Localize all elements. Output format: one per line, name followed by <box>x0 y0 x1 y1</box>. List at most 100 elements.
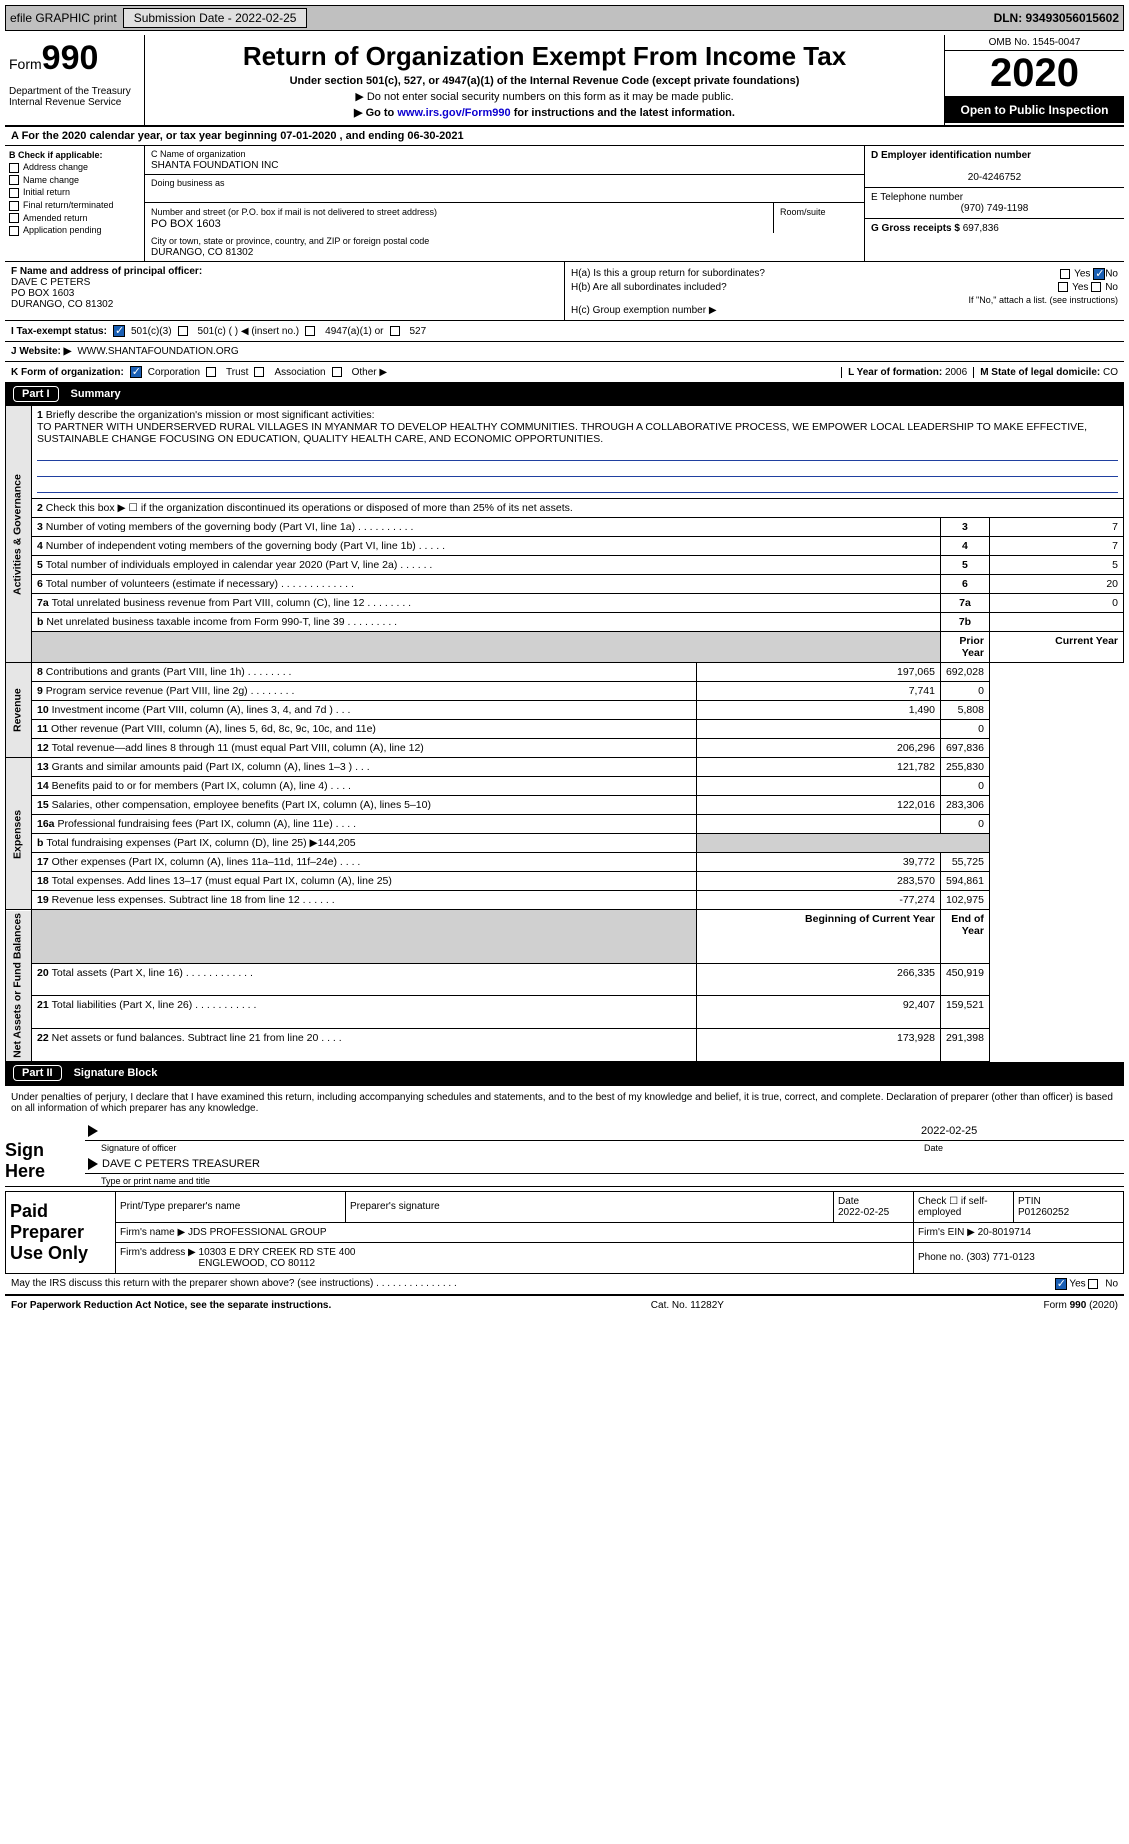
chk-initial[interactable] <box>9 188 19 198</box>
discuss-yes[interactable] <box>1055 1278 1067 1290</box>
line4: Number of independent voting members of … <box>46 540 445 552</box>
sign-here-label: Sign Here <box>5 1120 85 1186</box>
line15: Salaries, other compensation, employee b… <box>52 799 431 811</box>
addr-hdr: Number and street (or P.O. box if mail i… <box>151 207 437 217</box>
gross-receipts: 697,836 <box>963 223 999 234</box>
chk-4947[interactable] <box>305 326 315 336</box>
footer-left: For Paperwork Reduction Act Notice, see … <box>11 1300 331 1311</box>
by-hdr: Beginning of Current Year <box>697 910 941 964</box>
chk-address-change[interactable] <box>9 163 19 173</box>
line8: Contributions and grants (Part VIII, lin… <box>46 666 292 678</box>
chk-501c[interactable] <box>178 326 188 336</box>
line6: Total number of volunteers (estimate if … <box>46 578 354 590</box>
chk-app-pending[interactable] <box>9 226 19 236</box>
line13: Grants and similar amounts paid (Part IX… <box>52 761 370 773</box>
section-f: F Name and address of principal officer:… <box>5 262 565 320</box>
submission-date-btn[interactable]: Submission Date - 2022-02-25 <box>123 8 308 28</box>
city: DURANGO, CO 81302 <box>151 247 253 258</box>
subtitle-2: ▶ Do not enter social security numbers o… <box>149 90 940 103</box>
line12: Total revenue—add lines 8 through 11 (mu… <box>52 742 424 754</box>
line22: Net assets or fund balances. Subtract li… <box>52 1032 342 1044</box>
line6-val: 20 <box>989 575 1123 594</box>
section-h: H(a) Is this a group return for subordin… <box>565 262 1124 320</box>
subtitle-1: Under section 501(c), 527, or 4947(a)(1)… <box>149 75 940 87</box>
side-expenses: Expenses <box>6 758 32 910</box>
line4-val: 7 <box>989 537 1123 556</box>
sig-officer-lbl: Signature of officer <box>85 1143 924 1153</box>
topbar: efile GRAPHIC print Submission Date - 20… <box>5 5 1124 31</box>
efile-label: efile GRAPHIC print <box>10 11 117 25</box>
line19: Revenue less expenses. Subtract line 18 … <box>52 894 335 906</box>
line2: Check this box ▶ ☐ if the organization d… <box>46 502 573 514</box>
section-i: I Tax-exempt status: 501(c)(3) 501(c) ( … <box>5 321 1124 342</box>
firm-addr: 10303 E DRY CREEK RD STE 400 ENGLEWOOD, … <box>199 1247 356 1269</box>
perjury-text: Under penalties of perjury, I declare th… <box>11 1092 1118 1114</box>
hc-label: H(c) Group exemption number ▶ <box>571 305 1118 316</box>
tax-year: 2020 <box>945 51 1124 97</box>
chk-assoc[interactable] <box>254 367 264 377</box>
irs-link[interactable]: www.irs.gov/Form990 <box>397 107 510 119</box>
ha-no[interactable] <box>1093 268 1105 280</box>
part2-header: Part II Signature Block <box>5 1062 1124 1084</box>
form-header: Form990 Department of the Treasury Inter… <box>5 35 1124 127</box>
dept: Department of the Treasury Internal Reve… <box>9 86 140 108</box>
chk-trust[interactable] <box>206 367 216 377</box>
website[interactable]: WWW.SHANTAFOUNDATION.ORG <box>77 346 238 357</box>
g-hdr: G Gross receipts $ <box>871 223 960 234</box>
footer: For Paperwork Reduction Act Notice, see … <box>5 1295 1124 1315</box>
c-name-hdr: C Name of organization <box>151 149 246 159</box>
discuss-no[interactable] <box>1088 1279 1098 1289</box>
chk-527[interactable] <box>390 326 400 336</box>
officer: DAVE C PETERS PO BOX 1603 DURANGO, CO 81… <box>11 277 113 310</box>
sig-date: 2022-02-25 <box>921 1125 1121 1137</box>
chk-amended[interactable] <box>9 213 19 223</box>
telephone: (970) 749-1198 <box>871 203 1118 214</box>
line16b: Total fundraising expenses (Part IX, col… <box>46 837 355 849</box>
city-hdr: City or town, state or province, country… <box>151 236 429 246</box>
name-lbl: Type or print name and title <box>85 1176 1124 1186</box>
f-hdr: F Name and address of principal officer: <box>11 266 202 277</box>
chk-other[interactable] <box>332 367 342 377</box>
section-c: C Name of organizationSHANTA FOUNDATION … <box>145 146 864 261</box>
hb-note: If "No," attach a list. (see instruction… <box>571 295 1118 305</box>
part1-title: Summary <box>71 388 121 400</box>
line7a: Total unrelated business revenue from Pa… <box>52 597 412 609</box>
firm-phone: (303) 771-0123 <box>966 1252 1034 1263</box>
chk-corp[interactable] <box>130 366 142 378</box>
ha-label: H(a) Is this a group return for subordin… <box>571 268 765 280</box>
line9: Program service revenue (Part VIII, line… <box>46 685 295 697</box>
year-formation: 2006 <box>945 367 967 378</box>
line16a: Professional fundraising fees (Part IX, … <box>57 818 356 830</box>
dba-hdr: Doing business as <box>151 178 225 188</box>
form-number: 990 <box>42 39 99 77</box>
line14: Benefits paid to or for members (Part IX… <box>52 780 351 792</box>
mission-text: TO PARTNER WITH UNDERSERVED RURAL VILLAG… <box>37 421 1087 445</box>
part1-header: Part I Summary <box>5 383 1124 405</box>
b-header: B Check if applicable: <box>9 150 103 160</box>
footer-right: Form 990 (2020) <box>1044 1300 1118 1311</box>
summary-table: Activities & Governance 1 Briefly descri… <box>5 405 1124 1062</box>
chk-name-change[interactable] <box>9 175 19 185</box>
period-line: A For the 2020 calendar year, or tax yea… <box>5 127 1124 146</box>
open-inspection: Open to Public Inspection <box>945 97 1124 123</box>
side-netassets: Net Assets or Fund Balances <box>6 910 32 1062</box>
form-title: Return of Organization Exempt From Incom… <box>149 41 940 72</box>
line21: Total liabilities (Part X, line 26) . . … <box>52 999 257 1011</box>
hb-yes[interactable] <box>1058 282 1068 292</box>
section-j: J Website: ▶ WWW.SHANTAFOUNDATION.ORG <box>5 342 1124 362</box>
prep-sig-hdr: Preparer's signature <box>346 1191 834 1222</box>
omb: OMB No. 1545-0047 <box>945 35 1124 51</box>
mission-hdr: Briefly describe the organization's miss… <box>46 409 375 421</box>
part2-title: Signature Block <box>74 1067 158 1079</box>
hb-no[interactable] <box>1091 282 1101 292</box>
part2-tab: Part II <box>13 1065 62 1081</box>
line20: Total assets (Part X, line 16) . . . . .… <box>52 967 253 979</box>
line3-val: 7 <box>989 518 1123 537</box>
chk-501c3[interactable] <box>113 325 125 337</box>
line7b: Net unrelated business taxable income fr… <box>46 616 397 628</box>
ein: 20-4246752 <box>871 172 1118 183</box>
chk-final[interactable] <box>9 201 19 211</box>
line5-val: 5 <box>989 556 1123 575</box>
paid-prep-label: Paid Preparer Use Only <box>6 1191 116 1273</box>
ha-yes[interactable] <box>1060 269 1070 279</box>
